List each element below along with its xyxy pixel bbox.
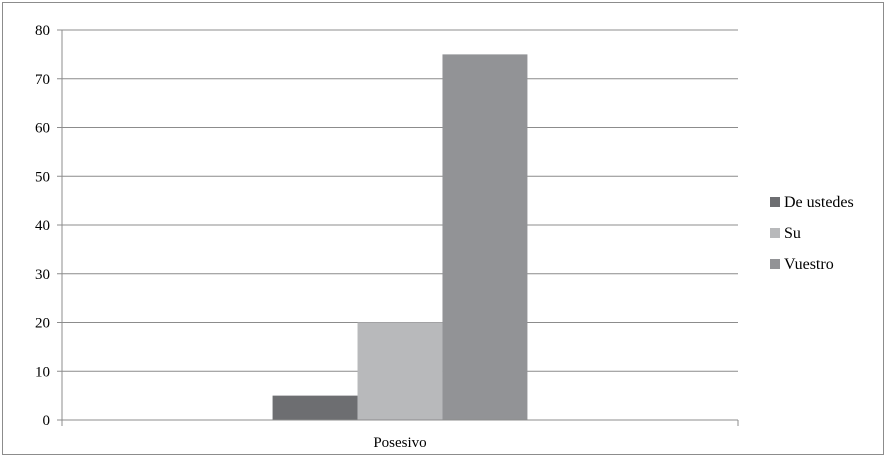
y-tick-label: 50: [35, 169, 50, 185]
bars: [272, 54, 528, 420]
legend-label-vuestro: Vuestro: [784, 256, 834, 273]
legend-label-su: Su: [784, 225, 801, 242]
y-axis-tick-labels: 0 10 20 30 40 50 60 70 80: [35, 23, 50, 429]
y-tick-label: 0: [43, 413, 51, 429]
bar-su: [357, 322, 443, 420]
legend-swatch-vuestro: [770, 259, 780, 269]
gridlines: [62, 29, 738, 372]
legend-swatch-su: [770, 228, 780, 238]
bar-vuestro: [442, 54, 528, 420]
legend: De ustedes Su Vuestro: [770, 194, 854, 273]
y-tick-label: 60: [35, 121, 50, 137]
y-tick-label: 30: [35, 267, 50, 283]
legend-label-de-ustedes: De ustedes: [784, 194, 854, 211]
y-tick-label: 20: [35, 316, 50, 332]
axes: [57, 29, 739, 426]
y-tick-label: 80: [35, 23, 50, 39]
y-tick-label: 70: [35, 72, 50, 88]
bar-de-ustedes: [272, 395, 358, 420]
y-tick-label: 10: [35, 364, 50, 380]
y-tick-label: 40: [35, 218, 50, 234]
x-tick-label: Posesivo: [373, 435, 426, 451]
legend-swatch-de-ustedes: [770, 197, 780, 207]
x-axis-tick-labels: Posesivo: [373, 435, 426, 451]
